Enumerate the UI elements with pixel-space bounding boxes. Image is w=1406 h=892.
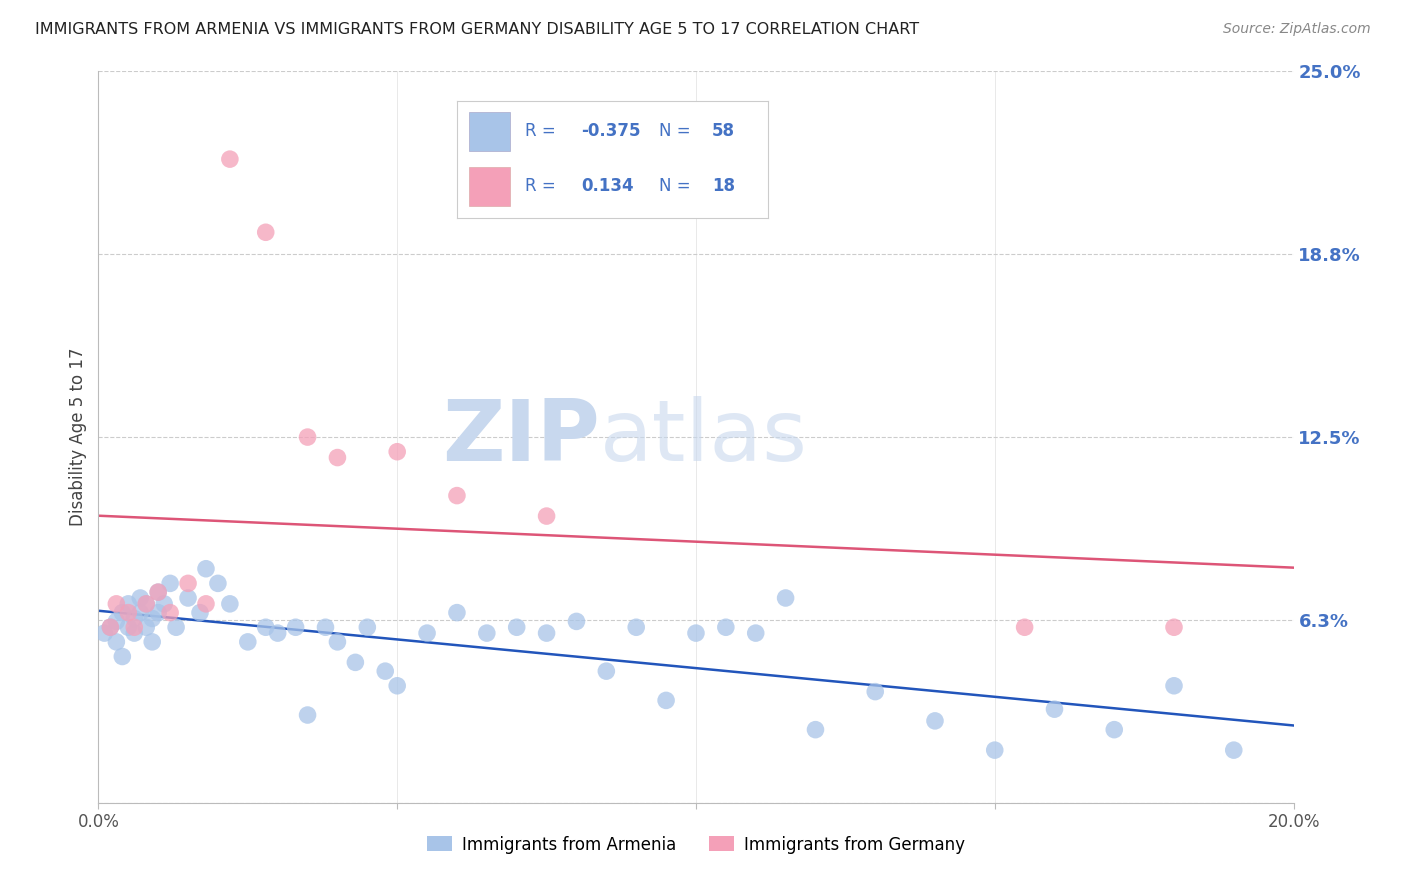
Point — [297, 708, 319, 723]
Point — [165, 620, 187, 634]
Point — [446, 489, 468, 503]
Point — [385, 679, 409, 693]
Point — [188, 606, 211, 620]
Point — [236, 635, 259, 649]
Point — [626, 620, 648, 634]
Point — [124, 620, 146, 634]
Point — [129, 591, 152, 605]
Point — [714, 620, 737, 634]
Point — [804, 723, 827, 737]
Text: ZIP: ZIP — [443, 395, 600, 479]
Point — [1163, 620, 1185, 634]
Point — [1043, 702, 1066, 716]
Point — [745, 626, 768, 640]
Point — [148, 585, 170, 599]
Point — [416, 626, 439, 640]
Point — [385, 444, 409, 458]
Point — [565, 615, 588, 629]
Point — [141, 635, 163, 649]
Point — [984, 743, 1007, 757]
Point — [506, 620, 529, 634]
Point — [1163, 679, 1185, 693]
Point — [1104, 723, 1126, 737]
Point — [254, 620, 277, 634]
Point — [475, 626, 498, 640]
Point — [135, 597, 157, 611]
Point — [595, 664, 617, 678]
Point — [148, 606, 170, 620]
Point — [105, 635, 128, 649]
Point — [129, 606, 152, 620]
Point — [148, 585, 170, 599]
Point — [159, 606, 181, 620]
Point — [315, 620, 337, 634]
Point — [326, 450, 349, 465]
Point — [153, 597, 176, 611]
Point — [1223, 743, 1246, 757]
Point — [924, 714, 946, 728]
Point — [1014, 620, 1036, 634]
Text: atlas: atlas — [600, 395, 808, 479]
Point — [117, 620, 139, 634]
Point — [177, 576, 200, 591]
Point — [195, 597, 218, 611]
Text: IMMIGRANTS FROM ARMENIA VS IMMIGRANTS FROM GERMANY DISABILITY AGE 5 TO 17 CORREL: IMMIGRANTS FROM ARMENIA VS IMMIGRANTS FR… — [35, 22, 920, 37]
Point — [159, 576, 181, 591]
Point — [117, 597, 139, 611]
Point — [219, 152, 242, 166]
Point — [284, 620, 307, 634]
Point — [685, 626, 707, 640]
Point — [326, 635, 349, 649]
Point — [536, 626, 558, 640]
Point — [124, 611, 146, 625]
Point — [195, 562, 218, 576]
Point — [219, 597, 242, 611]
Legend: Immigrants from Armenia, Immigrants from Germany: Immigrants from Armenia, Immigrants from… — [420, 829, 972, 860]
Text: Source: ZipAtlas.com: Source: ZipAtlas.com — [1223, 22, 1371, 37]
Point — [207, 576, 229, 591]
Y-axis label: Disability Age 5 to 17: Disability Age 5 to 17 — [69, 348, 87, 526]
Point — [111, 649, 134, 664]
Point — [141, 611, 163, 625]
Point — [344, 656, 367, 670]
Point — [111, 606, 134, 620]
Point — [446, 606, 468, 620]
Point — [297, 430, 319, 444]
Point — [98, 620, 122, 634]
Point — [536, 509, 558, 524]
Point — [135, 597, 157, 611]
Point — [135, 620, 157, 634]
Point — [254, 225, 277, 239]
Point — [356, 620, 378, 634]
Point — [93, 626, 115, 640]
Point — [105, 597, 128, 611]
Point — [775, 591, 797, 605]
Point — [117, 606, 139, 620]
Point — [655, 693, 678, 707]
Point — [98, 620, 122, 634]
Point — [374, 664, 396, 678]
Point — [865, 684, 887, 698]
Point — [124, 626, 146, 640]
Point — [267, 626, 290, 640]
Point — [105, 615, 128, 629]
Point — [177, 591, 200, 605]
